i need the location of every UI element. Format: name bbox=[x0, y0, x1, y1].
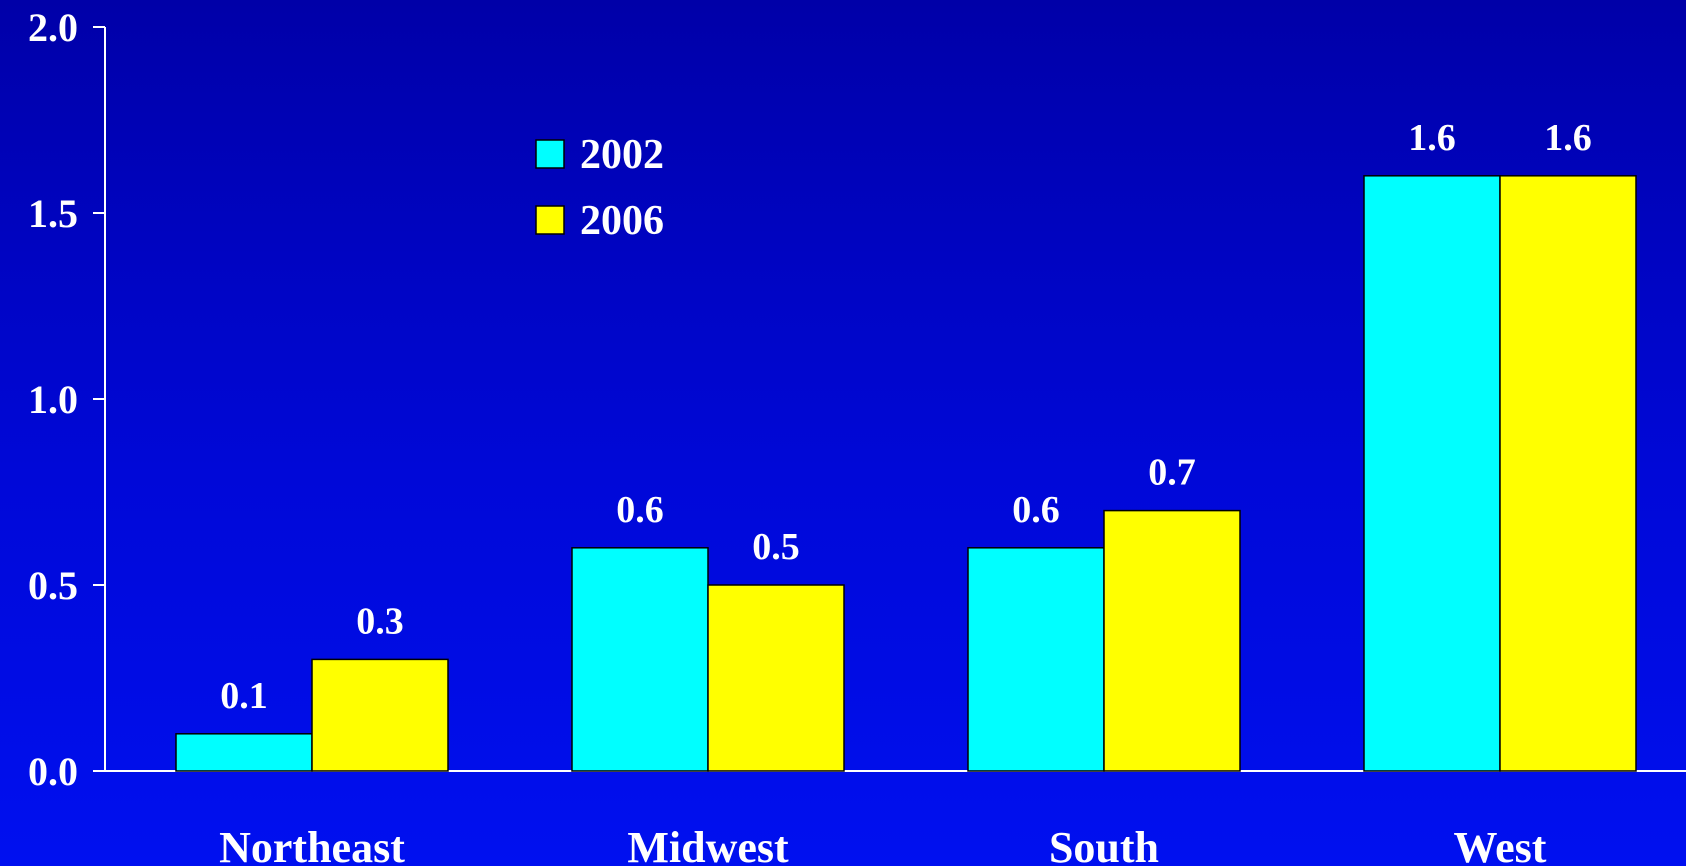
legend-label-2006: 2006 bbox=[580, 198, 664, 244]
data-label-west-2006: 1.6 bbox=[1544, 117, 1592, 159]
bar-midwest-2006 bbox=[707, 584, 845, 772]
data-label-south-2002: 0.6 bbox=[1012, 489, 1060, 531]
category-label-west: West bbox=[1454, 823, 1547, 866]
data-label-northeast-2006: 0.3 bbox=[356, 600, 404, 642]
bar-northeast-2006 bbox=[311, 658, 449, 772]
bar-midwest-2002 bbox=[571, 547, 709, 772]
y-tick-label: 0.0 bbox=[28, 749, 78, 794]
bar-south-2006 bbox=[1103, 509, 1241, 772]
category-label-northeast: Northeast bbox=[219, 823, 405, 866]
data-label-northeast-2002: 0.1 bbox=[220, 675, 268, 717]
legend-label-2002: 2002 bbox=[580, 132, 664, 178]
category-label-south: South bbox=[1049, 823, 1159, 866]
category-label-midwest: Midwest bbox=[627, 823, 789, 866]
legend-swatch-2002 bbox=[535, 139, 565, 169]
bar-west-2002 bbox=[1363, 175, 1501, 772]
legend: 2002 2006 bbox=[535, 132, 664, 244]
bar-northeast-2002 bbox=[175, 733, 313, 772]
y-tick-label: 2.0 bbox=[28, 5, 78, 50]
data-label-midwest-2002: 0.6 bbox=[616, 489, 664, 531]
data-labels-group: 0.1 0.3 0.6 0.5 0.6 0.7 1.6 1.6 bbox=[220, 117, 1592, 717]
legend-swatch-2006 bbox=[535, 205, 565, 235]
bar-west-2006 bbox=[1499, 175, 1637, 772]
y-tick-label: 0.5 bbox=[28, 563, 78, 608]
y-tick-label: 1.5 bbox=[28, 191, 78, 236]
data-label-south-2006: 0.7 bbox=[1148, 452, 1196, 494]
x-axis: Northeast Midwest South West bbox=[93, 770, 1686, 866]
y-axis: 0.0 0.5 1.0 1.5 2.0 bbox=[28, 5, 106, 794]
bars-group bbox=[175, 175, 1637, 772]
data-label-west-2002: 1.6 bbox=[1408, 117, 1456, 159]
y-tick-label: 1.0 bbox=[28, 377, 78, 422]
data-label-midwest-2006: 0.5 bbox=[752, 526, 800, 568]
bar-south-2002 bbox=[967, 547, 1105, 772]
